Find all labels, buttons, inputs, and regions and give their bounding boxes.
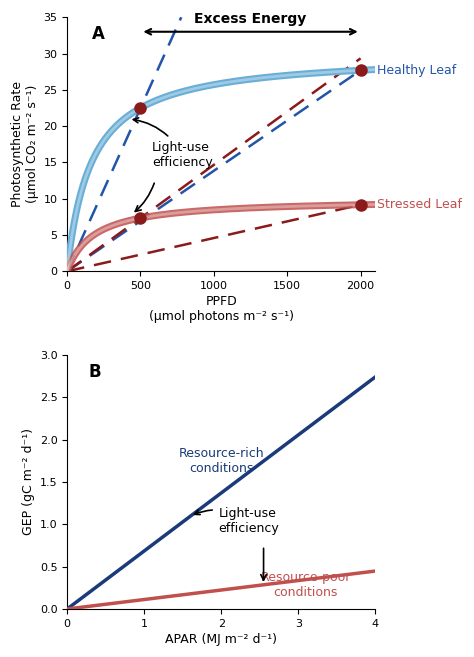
Text: Resource-poor
conditions: Resource-poor conditions <box>261 572 351 599</box>
Text: Light-use
efficiency: Light-use efficiency <box>195 507 279 535</box>
Text: B: B <box>89 363 101 380</box>
Text: Excess Energy: Excess Energy <box>194 12 307 26</box>
Text: A: A <box>92 25 105 43</box>
Y-axis label: GEP (gC m⁻² d⁻¹): GEP (gC m⁻² d⁻¹) <box>22 428 36 535</box>
Text: Light-use
efficiency: Light-use efficiency <box>133 118 213 169</box>
Text: Healthy Leaf: Healthy Leaf <box>377 64 457 77</box>
Text: Stressed Leaf: Stressed Leaf <box>377 198 463 212</box>
X-axis label: APAR (MJ m⁻² d⁻¹): APAR (MJ m⁻² d⁻¹) <box>165 633 277 646</box>
Y-axis label: Photosynthetic Rate
(μmol CO₂ m⁻² s⁻¹): Photosynthetic Rate (μmol CO₂ m⁻² s⁻¹) <box>11 81 39 207</box>
X-axis label: PPFD
(μmol photons m⁻² s⁻¹): PPFD (μmol photons m⁻² s⁻¹) <box>149 295 294 323</box>
Text: Resource-rich
conditions: Resource-rich conditions <box>178 447 264 475</box>
